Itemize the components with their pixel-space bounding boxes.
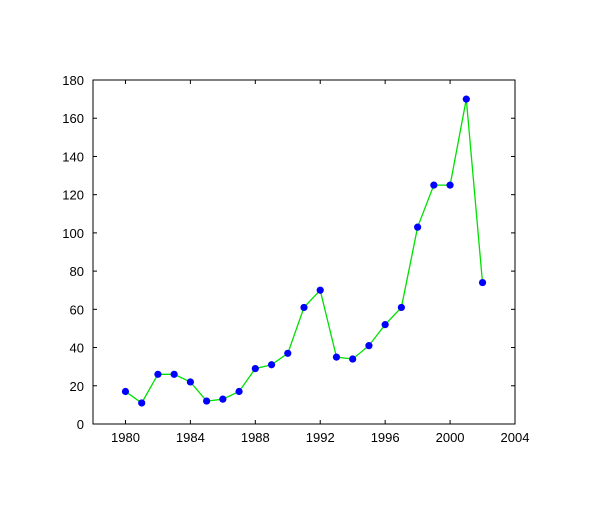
data-point	[462, 95, 470, 103]
x-tick-label: 1988	[241, 430, 270, 445]
data-point	[186, 378, 194, 386]
x-tick-label: 1992	[306, 430, 335, 445]
x-tick-label: 1980	[111, 430, 140, 445]
y-tick-label: 60	[70, 302, 84, 317]
data-point	[267, 361, 276, 369]
data-point	[397, 303, 405, 312]
series-line	[125, 98, 484, 404]
y-tick-label: 160	[62, 111, 84, 126]
y-tick-label: 20	[70, 379, 84, 394]
y-tick-label: 140	[62, 149, 84, 164]
x-tick-label: 1984	[176, 430, 205, 445]
data-point	[300, 303, 308, 312]
axis-ticks	[93, 79, 516, 425]
y-tick-label: 120	[62, 188, 84, 203]
data-point	[121, 387, 130, 396]
data-point	[430, 181, 438, 189]
data-point	[332, 353, 341, 361]
plot-frame	[92, 79, 516, 425]
y-tick-label: 80	[70, 264, 84, 279]
x-tick-label: 1996	[371, 430, 400, 445]
y-tick-label: 180	[62, 73, 84, 88]
data-point	[446, 181, 454, 189]
y-tick-labels: 0 20 40 60 80 100 120 140 160 180	[62, 73, 84, 432]
data-point	[316, 286, 324, 294]
x-tick-label: 2000	[436, 430, 465, 445]
data-points	[121, 95, 487, 407]
data-point	[235, 387, 243, 396]
data-point	[154, 370, 162, 378]
y-tick-label: 40	[70, 341, 84, 356]
y-tick-label: 0	[77, 417, 84, 432]
data-point	[349, 355, 357, 363]
data-point	[381, 321, 389, 329]
data-point	[138, 399, 146, 407]
data-point	[203, 397, 211, 405]
data-point	[219, 395, 227, 403]
y-tick-label: 100	[62, 226, 84, 241]
data-point	[478, 278, 487, 287]
data-point	[251, 364, 259, 373]
x-tick-labels: 1980 1984 1988 1992 1996 2000 2004	[111, 430, 529, 445]
data-point	[414, 223, 422, 231]
x-tick-label: 2004	[501, 430, 530, 445]
data-point	[170, 370, 178, 378]
data-point	[284, 349, 292, 357]
data-point	[365, 342, 373, 350]
